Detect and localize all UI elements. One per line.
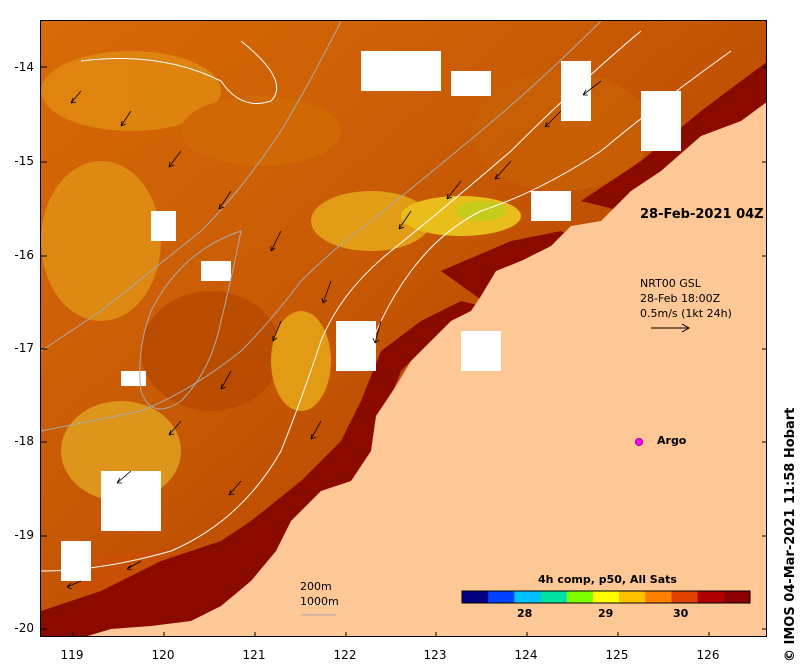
current-arrows <box>66 80 602 590</box>
colorbar-segment <box>619 591 646 603</box>
colorbar-segment <box>514 591 542 603</box>
colorbar-border <box>461 590 751 604</box>
colorbar-segment <box>592 591 620 603</box>
lon-label: 124 <box>514 648 538 662</box>
lat-label: -20 <box>14 621 34 635</box>
isobath-label-1000m: 1000m <box>300 595 339 608</box>
argo-marker <box>635 438 643 446</box>
lon-label: 126 <box>696 648 720 662</box>
colorbar-tick: 29 <box>598 607 614 620</box>
colorbar-segment <box>566 591 594 603</box>
colorbar-segment <box>671 591 699 603</box>
colorbar-segment <box>723 591 751 603</box>
lat-label: -19 <box>14 528 34 542</box>
argo-label: Argo <box>657 434 687 447</box>
colorbar-segment <box>697 591 725 603</box>
lon-label: 121 <box>242 648 266 662</box>
sst-map-canvas <box>41 21 766 636</box>
lat-label: -14 <box>14 60 34 74</box>
lat-label: -18 <box>14 434 34 448</box>
date-annotation: 28-Feb-2021 04Z <box>640 207 764 222</box>
lat-label: -15 <box>14 154 34 168</box>
colorbar-segment <box>462 591 489 603</box>
lon-label: 125 <box>605 648 629 662</box>
frame-ticks <box>41 66 766 636</box>
credit-text: © IMOS 04-Mar-2021 11:58 Hobart <box>783 407 798 662</box>
sst-map[interactable] <box>40 20 767 637</box>
isobath-label-200m: 200m <box>300 580 332 593</box>
current-scale-arrow <box>651 323 691 333</box>
current-legend-line3: 0.5m/s (1kt 24h) <box>640 307 732 320</box>
colorbar-segment <box>540 591 568 603</box>
lat-label: -16 <box>14 248 34 262</box>
colorbar-tick: 28 <box>517 607 533 620</box>
lat-label: -17 <box>14 341 34 355</box>
colorbar <box>461 590 751 604</box>
cloud-patches <box>61 51 681 581</box>
colorbar-segment <box>645 591 672 603</box>
current-legend-line1: NRT00 GSL <box>640 277 701 290</box>
lon-label: 120 <box>151 648 175 662</box>
colorbar-title: 4h comp, p50, All Sats <box>538 573 677 586</box>
lon-label: 119 <box>60 648 84 662</box>
colorbar-segment <box>488 591 515 603</box>
credit-stamp: © IMOS 04-Mar-2021 11:58 Hobart <box>783 400 803 662</box>
lon-label: 122 <box>333 648 357 662</box>
land-kimberley <box>87 102 766 636</box>
current-legend-line2: 28-Feb 18:00Z <box>640 292 721 305</box>
isobath-contours <box>41 21 732 572</box>
lon-label: 123 <box>423 648 447 662</box>
colorbar-tick: 30 <box>673 607 689 620</box>
